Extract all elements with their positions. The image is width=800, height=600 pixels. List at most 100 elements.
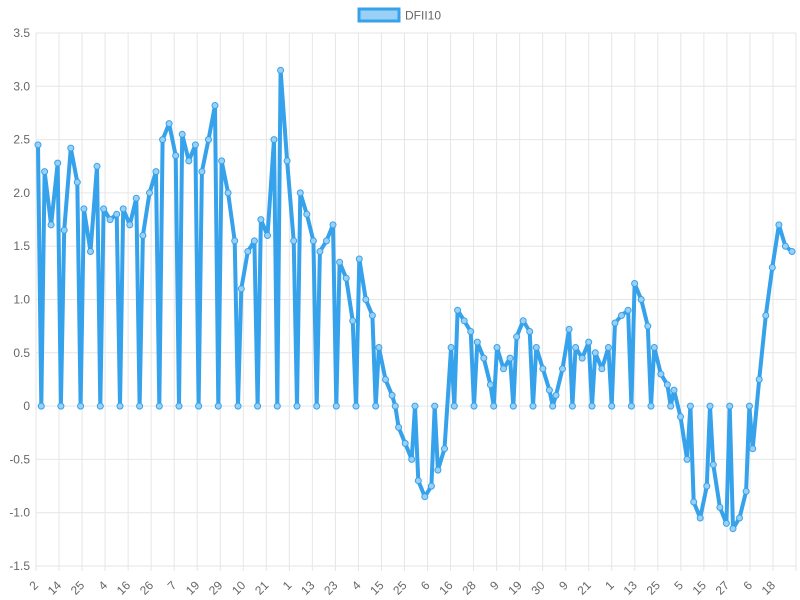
data-point (264, 232, 271, 239)
data-point (696, 514, 704, 522)
data-point (568, 402, 576, 410)
x-tick-label: 4 (96, 578, 111, 593)
y-tick-label: 2.0 (13, 186, 30, 200)
x-tick-label: 18 (759, 578, 779, 598)
data-point (637, 296, 645, 303)
data-point (526, 328, 534, 335)
data-point (67, 144, 75, 152)
data-point (159, 136, 167, 144)
data-point (742, 487, 750, 495)
x-tick-label: 6 (740, 578, 755, 593)
data-point (749, 445, 757, 453)
data-point (470, 402, 478, 410)
data-point (486, 381, 494, 389)
data-point (323, 237, 330, 245)
x-tick-label: 9 (556, 578, 571, 593)
data-point (136, 402, 144, 410)
data-point (441, 445, 448, 453)
x-tick-label: 1 (602, 578, 617, 593)
data-point (611, 319, 619, 327)
data-point (73, 178, 81, 186)
data-point (329, 221, 337, 229)
data-point (411, 402, 419, 410)
data-point (395, 423, 403, 431)
data-point (585, 338, 593, 346)
data-point (631, 280, 639, 287)
data-point (368, 312, 376, 319)
data-point (781, 242, 789, 250)
data-point (224, 189, 232, 197)
x-tick-label: 1 (280, 578, 295, 593)
legend[interactable]: DFII10 (357, 7, 441, 23)
data-point (559, 365, 566, 373)
data-point (132, 194, 140, 202)
data-point (493, 344, 501, 351)
data-point (729, 525, 737, 533)
x-tick-label: 25 (68, 578, 88, 598)
data-point (250, 237, 258, 245)
data-point (113, 210, 121, 218)
data-point (352, 402, 360, 410)
data-point (509, 402, 517, 410)
data-point (618, 312, 625, 319)
data-point (572, 344, 580, 351)
data-point (277, 66, 285, 74)
data-point (152, 168, 160, 176)
data-point (382, 376, 389, 383)
x-tick-label: 16 (436, 578, 456, 598)
data-point (126, 221, 134, 229)
data-point (490, 402, 498, 410)
data-point (391, 402, 399, 410)
data-point (454, 306, 462, 314)
data-point (283, 157, 291, 165)
data-point (106, 216, 114, 224)
data-point (332, 402, 340, 410)
data-point (77, 402, 85, 410)
data-point (414, 477, 422, 485)
data-point (545, 386, 553, 394)
data-point (657, 370, 665, 378)
data-point (427, 482, 435, 490)
data-point (37, 402, 45, 410)
data-point (467, 328, 475, 335)
data-point (198, 168, 206, 176)
x-tick-label: 26 (137, 578, 157, 598)
x-tick-label: 25 (644, 578, 664, 598)
data-point (362, 296, 370, 303)
data-point (155, 402, 163, 410)
data-point (624, 306, 632, 314)
x-tick-label: 9 (487, 578, 502, 593)
data-point (290, 237, 298, 245)
legend-swatch[interactable] (357, 7, 401, 23)
x-tick-label: 5 (671, 578, 686, 593)
data-point (119, 205, 127, 213)
data-point (686, 402, 694, 410)
data-point (244, 248, 252, 255)
y-tick-label: 1.5 (13, 239, 30, 253)
x-tick-label: 28 (459, 578, 479, 598)
data-point (549, 402, 557, 410)
data-point (60, 226, 68, 234)
data-point (775, 221, 783, 229)
data-point (716, 503, 724, 511)
x-tick-label: 10 (229, 578, 249, 598)
data-point (408, 455, 416, 463)
legend-label[interactable]: DFII10 (405, 9, 441, 23)
data-point (87, 248, 94, 255)
data-point (644, 322, 652, 330)
x-tick-label: 2 (26, 578, 41, 593)
data-point (762, 312, 770, 319)
x-tick-label: 29 (206, 578, 226, 598)
data-point (313, 402, 321, 410)
data-point (460, 317, 468, 325)
data-point (598, 365, 606, 373)
data-point (80, 205, 88, 213)
x-tick-label: 21 (252, 578, 272, 598)
data-point (172, 152, 180, 160)
x-tick-label: 25 (390, 578, 410, 598)
data-point (191, 141, 199, 149)
x-tick-label: 15 (367, 578, 387, 598)
data-point (608, 402, 616, 410)
data-point (683, 455, 691, 463)
